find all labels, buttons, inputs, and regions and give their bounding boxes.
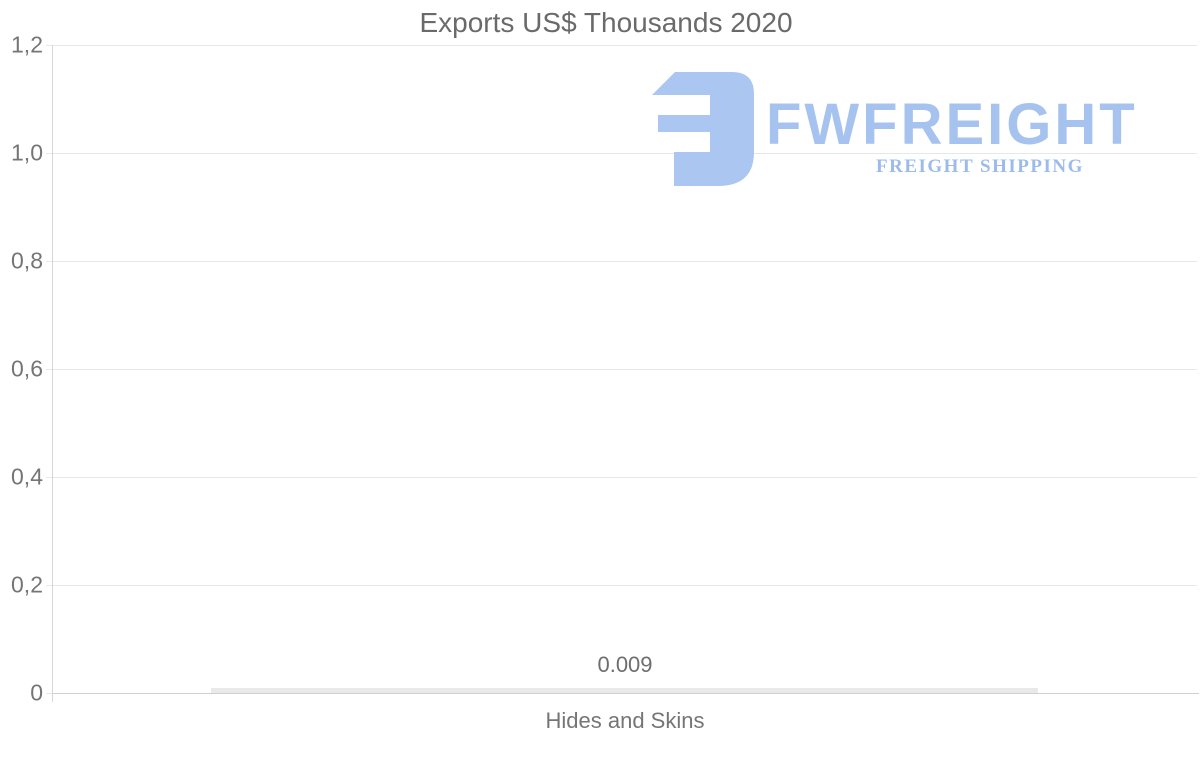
y-axis-tickmark xyxy=(46,585,52,586)
chart-title: Exports US$ Thousands 2020 xyxy=(419,7,793,38)
y-axis-tick-label: 1,0 xyxy=(11,139,43,166)
y-axis-tick-label: 0,2 xyxy=(11,571,43,598)
y-axis-tickmark xyxy=(46,153,52,154)
y-axis-tickmark xyxy=(46,45,52,46)
x-axis-line xyxy=(52,693,1199,694)
fwfreight-monogram-icon xyxy=(652,72,754,186)
y-axis-tick-label: 0,8 xyxy=(11,247,43,274)
x-axis-category-label: Hides and Skins xyxy=(545,708,705,733)
watermark-brand-text: FWFREIGHT xyxy=(766,92,1138,157)
watermark: FWFREIGHT FREIGHT SHIPPING xyxy=(646,68,1166,190)
y-axis-tickmark xyxy=(46,693,52,694)
bar-value-label: 0.009 xyxy=(597,652,653,677)
gridline xyxy=(53,585,1197,586)
y-axis-tick-label: 0,6 xyxy=(11,355,43,382)
y-axis-tickmark xyxy=(46,477,52,478)
y-axis-tick-label: 0,4 xyxy=(11,463,43,490)
y-axis-tickmark xyxy=(46,369,52,370)
gridline xyxy=(53,153,1197,154)
y-axis-line xyxy=(52,45,53,702)
gridline xyxy=(53,477,1197,478)
gridline xyxy=(53,261,1197,262)
bar-hides-and-skins[interactable] xyxy=(211,688,1038,693)
y-axis-tick-label: 0 xyxy=(30,679,43,706)
y-axis-tickmark xyxy=(46,261,52,262)
gridline xyxy=(53,369,1197,370)
y-axis-tick-label: 1,2 xyxy=(11,31,43,58)
watermark-tagline-text: FREIGHT SHIPPING xyxy=(876,156,1084,177)
gridline xyxy=(53,45,1197,46)
